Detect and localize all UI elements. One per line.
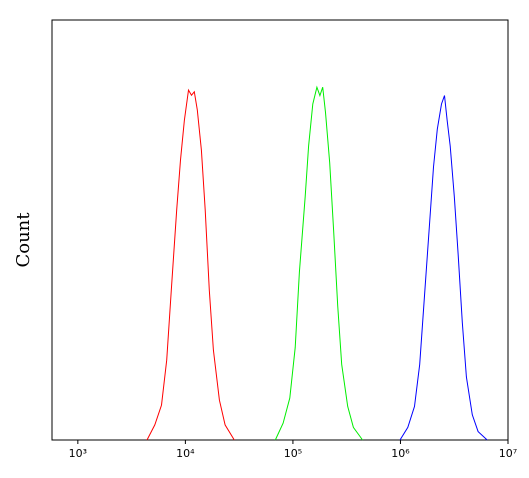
histogram-line <box>274 85 364 441</box>
x-tick-label: 10⁴ <box>176 447 195 460</box>
y-axis-label: Count <box>13 212 34 268</box>
x-tick-label: 10³ <box>69 447 87 460</box>
histogram-line <box>399 95 488 441</box>
plot-frame <box>51 19 509 441</box>
x-tick-label: 10⁷ <box>499 447 517 460</box>
x-tick-label: 10⁵ <box>284 447 302 460</box>
histogram-line <box>146 88 235 441</box>
x-tick-label: 10⁶ <box>391 447 410 460</box>
